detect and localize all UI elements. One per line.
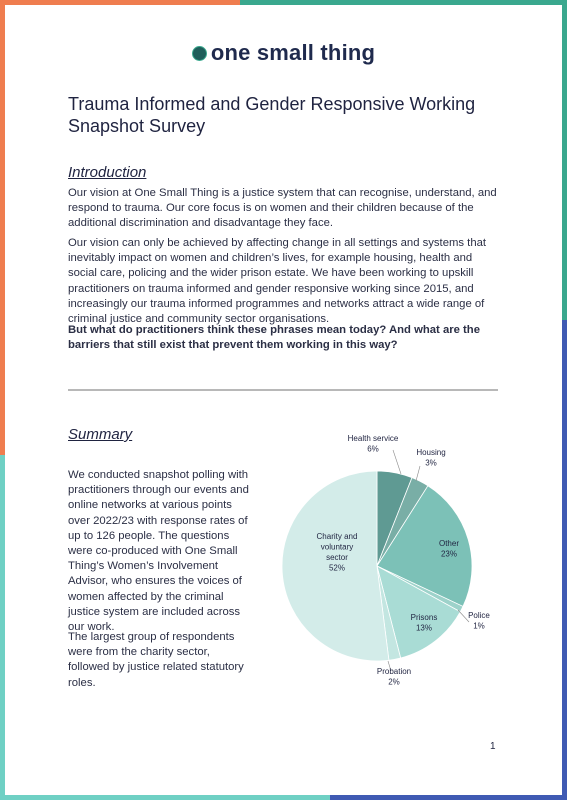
leader-line [392, 449, 402, 475]
slice-label: Health service [348, 434, 399, 443]
slice-label: Other [439, 539, 459, 548]
section-divider [68, 389, 498, 391]
leader-line [387, 660, 392, 672]
border-bottom-left [0, 795, 330, 800]
border-right-bottom [562, 320, 567, 800]
introduction-paragraph-2: Our vision can only be achieved by affec… [68, 237, 487, 326]
border-left-top [0, 0, 5, 455]
data-label: 6% [367, 445, 379, 454]
border-right-top [562, 0, 567, 320]
leader-line [415, 465, 421, 482]
pie-slice-charity-and-voluntary-sector [281, 470, 390, 662]
leader-line [457, 609, 470, 623]
logo-text: one small thing [210, 40, 376, 65]
introduction-question: But what do practitioners think these ph… [68, 324, 480, 352]
slice-label: Charity and [317, 532, 358, 541]
slice-label: Police [468, 611, 490, 620]
logo: one small thing [0, 40, 567, 66]
summary-paragraph-2: The largest group of respondents were fr… [68, 631, 244, 689]
slice-label: Prisons [411, 613, 438, 622]
data-label: 23% [441, 550, 457, 559]
introduction-paragraph-1: Our vision at One Small Thing is a justi… [68, 187, 497, 230]
summary-heading: Summary [68, 426, 133, 443]
border-top-right [240, 0, 567, 5]
data-label: 13% [416, 624, 432, 633]
border-left-bottom [0, 455, 5, 800]
data-label: 52% [329, 564, 345, 573]
slice-label: Housing [416, 448, 445, 457]
pie-slice-other [376, 485, 473, 607]
slice-label: Probation [377, 667, 411, 676]
pie-slice-prisons [376, 565, 461, 659]
data-label: 2% [388, 678, 400, 687]
circle-dot-icon [191, 46, 207, 61]
introduction-heading: Introduction [68, 164, 147, 181]
page-number: 1 [490, 741, 496, 752]
summary-paragraph-1: We conducted snapshot polling with pract… [68, 469, 249, 634]
slice-label: sector [326, 553, 348, 562]
data-label: 3% [425, 459, 437, 468]
data-label: 1% [473, 622, 485, 631]
slice-label: voluntary [321, 543, 353, 552]
page-title: Trauma Informed and Gender Responsive Wo… [68, 94, 476, 136]
border-bottom-right [330, 795, 567, 800]
border-top-left [0, 0, 240, 5]
